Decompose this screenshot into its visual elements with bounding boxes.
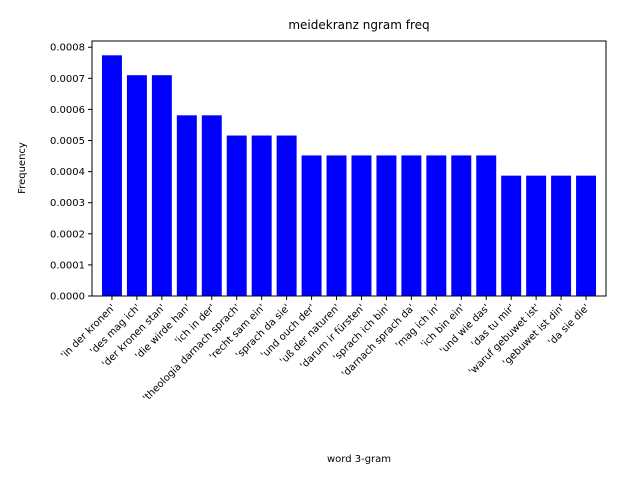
bar bbox=[451, 155, 472, 296]
y-tick-label: 0.0000 bbox=[50, 292, 85, 303]
bar bbox=[326, 155, 347, 296]
y-tick-label: 0.0002 bbox=[50, 229, 85, 240]
plot-frame bbox=[91, 40, 607, 297]
bars-group bbox=[101, 55, 597, 297]
bar bbox=[551, 175, 572, 296]
bar bbox=[276, 135, 297, 296]
bar bbox=[101, 55, 122, 297]
bar bbox=[376, 155, 397, 296]
bar bbox=[151, 75, 172, 297]
bar bbox=[526, 175, 547, 296]
y-tick-label: 0.0005 bbox=[50, 136, 85, 147]
y-tick-label: 0.0008 bbox=[50, 43, 85, 54]
bar bbox=[301, 155, 322, 296]
y-tick-label: 0.0003 bbox=[50, 198, 85, 209]
bar bbox=[126, 75, 147, 297]
y-tick-label: 0.0001 bbox=[50, 260, 85, 271]
bar bbox=[201, 115, 222, 296]
bar bbox=[426, 155, 447, 296]
bar bbox=[351, 155, 372, 296]
y-tick-label: 0.0006 bbox=[50, 105, 85, 116]
y-tick-label: 0.0004 bbox=[50, 167, 85, 178]
bar bbox=[476, 155, 497, 296]
bar bbox=[251, 135, 272, 296]
y-axis-title: Frequency bbox=[17, 142, 28, 194]
bar bbox=[176, 115, 197, 296]
bar bbox=[401, 155, 422, 296]
chart-title: meidekranz ngram freq bbox=[288, 18, 429, 32]
bar bbox=[501, 175, 522, 296]
y-tick-label: 0.0007 bbox=[50, 74, 85, 85]
bar bbox=[576, 175, 597, 296]
bar bbox=[226, 135, 247, 296]
y-axis: 0.0000 0.0001 0.0002 0.0003 0.0004 0.0005 0.00… bbox=[50, 43, 92, 303]
x-axis-title: word 3-gram bbox=[327, 454, 391, 465]
